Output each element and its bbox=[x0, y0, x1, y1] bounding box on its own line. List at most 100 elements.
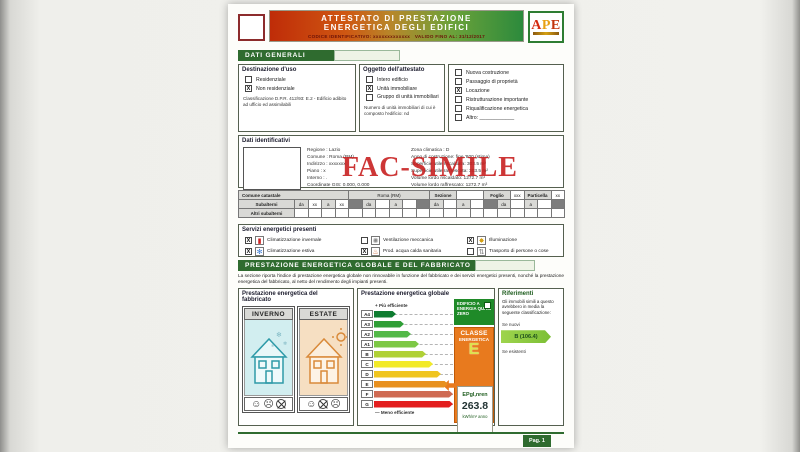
inverno-label: INVERNO bbox=[244, 308, 293, 320]
energy-class-row: D bbox=[361, 369, 453, 379]
header-banner: ATTESTATO DI PRESTAZIONE ENERGETICA DEGL… bbox=[269, 10, 524, 42]
ep-value-box: EPgl,nren 263.8 kWh/m² anno bbox=[457, 386, 493, 434]
energy-class-row: A1 bbox=[361, 339, 453, 349]
nzeb-box: EDIFICIO A ENERGIA QUASI ZERO bbox=[454, 299, 494, 325]
snowflake-icon: ✻ bbox=[255, 247, 264, 256]
elevator-icon: ⇅ bbox=[477, 247, 486, 256]
hot-water-icon: ♨ bbox=[371, 247, 380, 256]
valido-fino: VALIDO FINO AL: 31/12/2017 bbox=[414, 34, 485, 39]
page-number-badge: Pag. 1 bbox=[523, 435, 551, 447]
header: ATTESTATO DI PRESTAZIONE ENERGETICA DEGL… bbox=[238, 10, 564, 48]
checkbox-invernale: X bbox=[245, 237, 252, 244]
section-dati-generali: DATI GENERALI bbox=[238, 50, 334, 61]
house-summer-icon bbox=[304, 327, 347, 384]
thermometer-icon: ▮ bbox=[255, 236, 264, 245]
ape-logo: APE bbox=[528, 11, 564, 43]
inverno-panel: INVERNO ❄ ❄ ❄ bbox=[242, 306, 295, 413]
energy-class-row: C bbox=[361, 359, 453, 369]
servizi-title: Servizi energetici presenti bbox=[242, 227, 317, 233]
checkbox-estiva: X bbox=[245, 248, 252, 255]
checkbox-passaggio-proprieta bbox=[455, 78, 462, 85]
box-destinazione-uso: Destinazione d'uso Residenziale X Non re… bbox=[238, 64, 356, 132]
checkbox-locazione: X bbox=[455, 87, 462, 94]
crossed-face-icon bbox=[275, 399, 286, 409]
dati-identificativi-right: Zona climatica : D Anno di costruzione: … bbox=[411, 148, 490, 188]
certificate-page: ATTESTATO DI PRESTAZIONE ENERGETICA DEGL… bbox=[228, 4, 574, 448]
ape-logo-stripe bbox=[533, 32, 559, 35]
checkbox-row: X Non residenziale bbox=[245, 85, 295, 92]
catasto-table: Comune catastale Roma (RM) Sezione Fogli… bbox=[238, 190, 566, 218]
estate-panel: ESTATE bbox=[297, 306, 350, 413]
meno-efficiente-label: — Meno efficiente bbox=[375, 410, 415, 415]
numero-unita-note: Numero di unità immobiliari di cui è com… bbox=[364, 105, 436, 116]
dati-identificativi-left: Regione : Lazio Comune : Roma (RM) Indir… bbox=[307, 148, 370, 188]
checkbox-row: Residenziale bbox=[245, 76, 355, 83]
checkbox-ristrutturazione bbox=[455, 96, 462, 103]
nzeb-checkbox bbox=[484, 302, 491, 309]
piu-efficiente-label: + Più efficiente bbox=[375, 303, 408, 308]
energy-class-row: F bbox=[361, 389, 453, 399]
checkbox-nuova-costruzione bbox=[455, 69, 462, 76]
svg-text:❄: ❄ bbox=[271, 343, 274, 348]
energy-class-row: A4 bbox=[361, 309, 453, 319]
summer-house bbox=[299, 320, 348, 396]
box-riferimenti: Riferimenti Gli immobili simili a questo… bbox=[498, 288, 564, 426]
oggetto-title: Oggetto dell'attestato bbox=[363, 67, 425, 73]
fabbricato-title: Prestazione energetica del bbox=[242, 291, 318, 297]
servizio-climatizzazione-estiva: X ✻ Climatizzazione estiva bbox=[245, 247, 315, 256]
class-panel: EDIFICIO A ENERGIA QUASI ZERO CLASSE ENE… bbox=[443, 299, 494, 434]
checkbox-intero-edificio bbox=[366, 76, 373, 83]
table-row: Comune catastale Roma (RM) Sezione Fogli… bbox=[238, 190, 566, 200]
destinazione-title: Destinazione d'uso bbox=[242, 67, 297, 73]
checkbox-gruppo-unita bbox=[366, 94, 373, 101]
se-nuovi-label: Se nuovi bbox=[502, 322, 520, 328]
riferimenti-text: Gli immobili simili a questo avrebbero i… bbox=[502, 299, 554, 315]
energy-class-row: G bbox=[361, 399, 453, 409]
frown-face-icon: ☹ bbox=[263, 398, 274, 410]
smile-face-icon: ☺ bbox=[306, 398, 317, 410]
facsimile-watermark: FAC-SIMILE bbox=[342, 152, 518, 183]
nuovi-class-arrow: B (106.4) bbox=[501, 330, 551, 343]
checkbox-acqua-calda: X bbox=[361, 248, 368, 255]
svg-text:❄: ❄ bbox=[283, 341, 287, 347]
checkbox-illuminazione: X bbox=[467, 237, 474, 244]
classe-energetica-box: CLASSE ENERGETICA E EPgl,nren 263.8 kWh/… bbox=[454, 327, 494, 434]
checkbox-unita-immobiliare: X bbox=[366, 85, 373, 92]
energy-class-row: B bbox=[361, 349, 453, 359]
servizio-trasporto: ⇅ Trasporto di persone o cose bbox=[467, 247, 549, 256]
house-winter-icon: ❄ ❄ ❄ bbox=[249, 331, 288, 384]
ep-value: 263.8 bbox=[461, 400, 489, 412]
riferimenti-title: Riferimenti bbox=[502, 291, 534, 297]
checkbox-altro bbox=[455, 114, 462, 121]
estate-rating: ☺ ☹ bbox=[299, 397, 348, 411]
energy-class-row: E bbox=[361, 379, 453, 389]
qr-placeholder bbox=[238, 14, 265, 41]
table-row: Subalterni da xx a xx da a da a da a bbox=[238, 199, 566, 209]
checkbox-residenziale bbox=[245, 76, 252, 83]
checkbox-non-residenziale: X bbox=[245, 85, 252, 92]
section-bar-extension bbox=[334, 50, 400, 61]
checkbox-trasporto bbox=[467, 248, 474, 255]
class-pointer-arrow-icon bbox=[443, 380, 456, 391]
checkbox-ventilazione bbox=[361, 237, 368, 244]
servizio-acqua-calda: X ♨ Prod. acqua calda sanitaria bbox=[361, 247, 442, 256]
page-title: ATTESTATO DI PRESTAZIONE bbox=[321, 14, 472, 23]
svg-text:❄: ❄ bbox=[276, 331, 282, 339]
winter-house: ❄ ❄ ❄ bbox=[244, 320, 293, 396]
checkbox-riqualificazione bbox=[455, 105, 462, 112]
box-prestazione-globale: Prestazione energetica globale + Più eff… bbox=[357, 288, 495, 434]
photo-placeholder bbox=[243, 147, 301, 190]
page-title-line2: ENERGETICA DEGLI EDIFICI bbox=[323, 23, 470, 32]
section-bar-extension2 bbox=[475, 260, 535, 271]
inverno-rating: ☺ ☹ bbox=[244, 397, 293, 411]
globale-title: Prestazione energetica globale bbox=[361, 291, 450, 297]
energy-class-row: A2 bbox=[361, 329, 453, 339]
smile-face-icon: ☺ bbox=[251, 398, 262, 410]
lightbulb-icon: ✸ bbox=[477, 236, 486, 245]
crossed-face-icon bbox=[318, 399, 329, 409]
table-row: Altri subalterni bbox=[238, 208, 566, 218]
box-prestazione-fabbricato: Prestazione energetica del fabbricato IN… bbox=[238, 288, 354, 426]
servizio-illuminazione: X ✸ Illuminazione bbox=[467, 236, 517, 245]
energy-scale: + Più efficiente A4 A3 A2 A1 B C D E F G… bbox=[361, 302, 453, 416]
energy-class-row: A3 bbox=[361, 319, 453, 329]
